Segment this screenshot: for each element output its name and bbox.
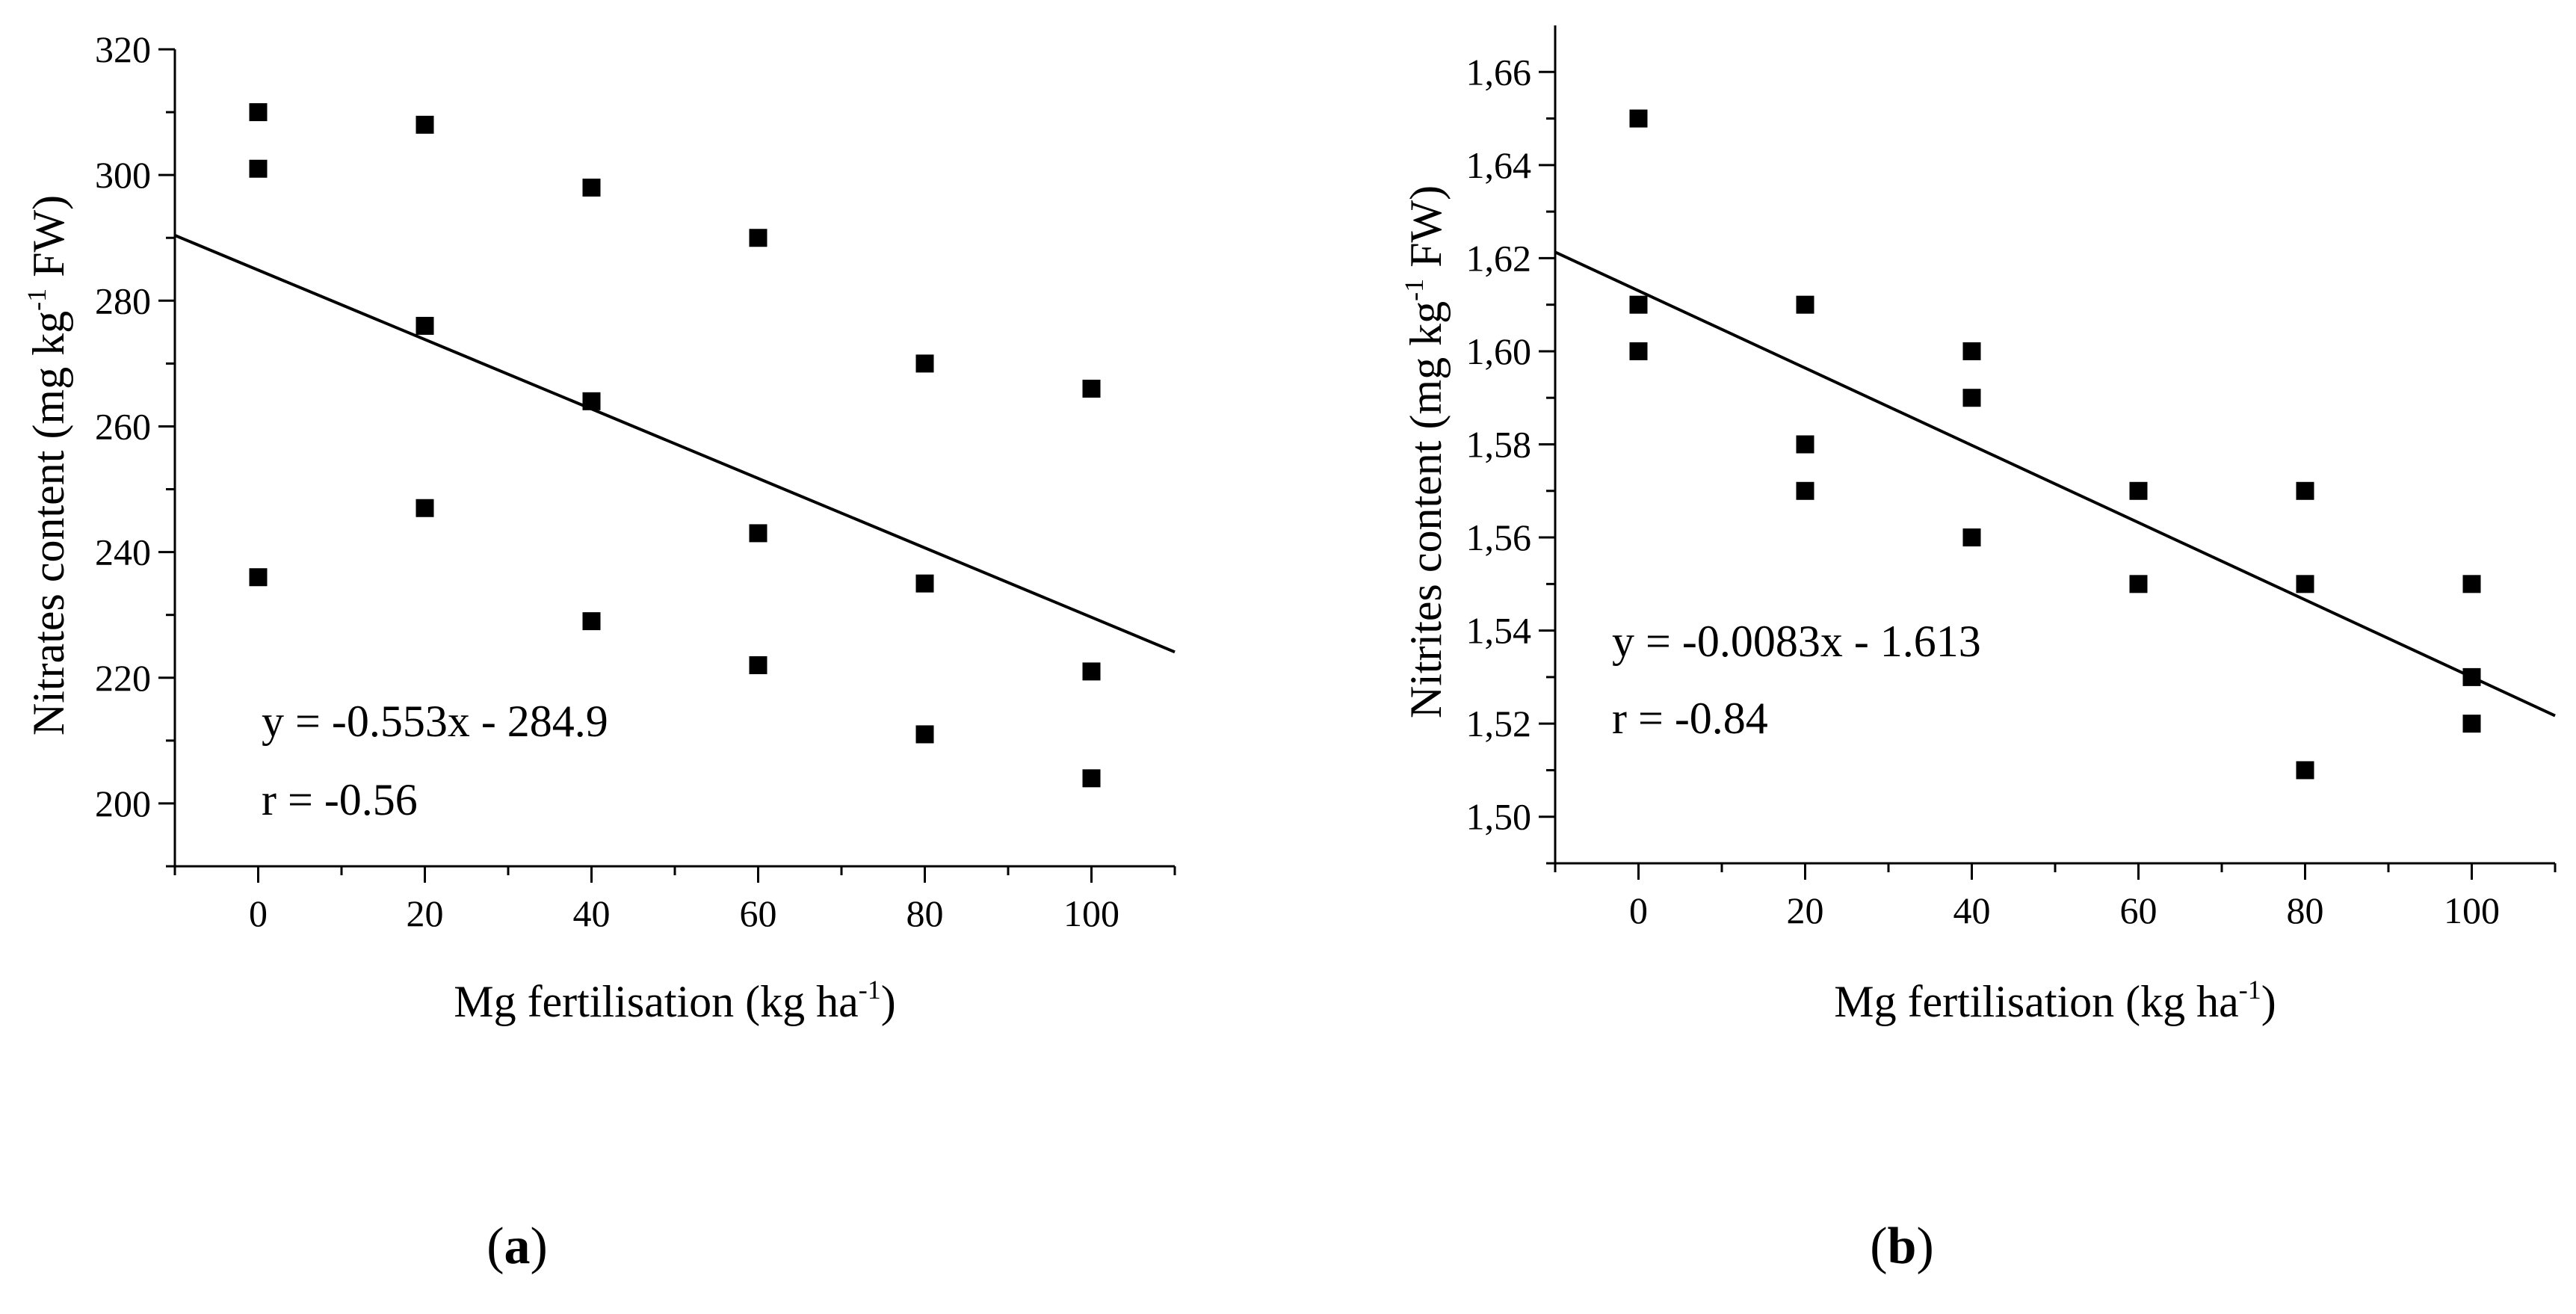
a-data-point	[249, 103, 268, 122]
a-data-point	[915, 574, 934, 593]
b-data-point	[2129, 575, 2148, 593]
b-data-point	[1629, 295, 1648, 314]
b-data-point	[2462, 575, 2481, 593]
a-data-point	[582, 612, 601, 631]
b-data-point	[2296, 481, 2314, 500]
a-data-point	[416, 499, 434, 517]
b-data-point	[1796, 481, 1814, 500]
b-data-point	[2296, 761, 2314, 780]
a-data-point	[416, 316, 434, 335]
b-x-tick-label: 80	[2287, 889, 2324, 931]
b-equation: y = -0.0083x - 1.613	[1612, 617, 1981, 666]
b-data-point	[1962, 389, 1981, 407]
a-data-point	[1082, 662, 1101, 681]
a-equation: y = -0.553x - 284.9	[262, 697, 608, 746]
a-y-tick-label: 300	[95, 154, 151, 196]
a-data-point	[249, 568, 268, 587]
b-x-tick-label: 20	[1787, 889, 1824, 931]
b-data-point	[2296, 575, 2314, 593]
a-x-tick-label: 40	[573, 892, 611, 934]
a-data-point	[1082, 769, 1101, 788]
b-data-point	[1962, 528, 1981, 547]
b-regression-line	[1554, 250, 2556, 718]
b-x-tick-label: 40	[1953, 889, 1991, 931]
a-data-point	[582, 178, 601, 197]
b-data-point	[1629, 342, 1648, 360]
a-y-axis-label: Nitrates content (mg kg-1 FW)	[22, 195, 73, 735]
a-y-tick-label: 260	[95, 405, 151, 447]
b-y-tick-label: 1,56	[1466, 516, 1532, 558]
b-y-tick-label: 1,50	[1466, 796, 1532, 838]
b-x-tick-label: 60	[2120, 889, 2158, 931]
a-data-point	[582, 392, 601, 410]
b-y-tick-label: 1,64	[1466, 144, 1532, 186]
b-data-point	[1629, 109, 1648, 128]
b-data-point	[2129, 481, 2148, 500]
a-data-point	[1082, 380, 1101, 398]
a-regression-line	[174, 234, 1176, 654]
a-x-tick-label: 60	[740, 892, 777, 934]
a-data-point	[749, 229, 767, 247]
b-panel-label: (b)	[1870, 1218, 1934, 1275]
a-panel-label: (a)	[487, 1218, 548, 1275]
a-y-tick-label: 240	[95, 531, 151, 573]
b-x-tick-label: 0	[1629, 889, 1648, 931]
a-r-value: r = -0.56	[262, 775, 418, 824]
b-data-point	[2462, 715, 2481, 733]
a-data-point	[915, 725, 934, 744]
b-y-axis-label: Nitrites content (mg kg-1 FW)	[1399, 185, 1451, 718]
a-x-tick-label: 20	[407, 892, 444, 934]
a-y-tick-label: 280	[95, 280, 151, 321]
b-data-point	[2462, 667, 2481, 686]
b-r-value: r = -0.84	[1612, 694, 1768, 743]
a-data-point	[749, 524, 767, 543]
a-x-tick-label: 80	[906, 892, 944, 934]
a-y-tick-label: 220	[95, 657, 151, 699]
b-x-tick-label: 100	[2444, 889, 2500, 931]
b-y-tick-label: 1,62	[1466, 237, 1532, 279]
b-data-point	[1796, 435, 1814, 454]
a-data-point	[915, 354, 934, 373]
b-data-point	[1796, 295, 1814, 314]
a-data-point	[416, 115, 434, 134]
b-y-tick-label: 1,52	[1466, 703, 1532, 744]
a-x-tick-label: 0	[249, 892, 268, 934]
b-y-tick-label: 1,60	[1466, 330, 1532, 372]
b-y-tick-label: 1,54	[1466, 610, 1532, 652]
b-data-point	[1962, 342, 1981, 360]
a-data-point	[249, 159, 268, 178]
a-x-tick-label: 100	[1063, 892, 1119, 934]
a-y-tick-label: 200	[95, 783, 151, 824]
b-y-tick-label: 1,58	[1466, 424, 1532, 466]
a-data-point	[749, 656, 767, 674]
a-x-axis-label: Mg fertilisation (kg ha-1)	[454, 975, 896, 1026]
b-x-axis-label: Mg fertilisation (kg ha-1)	[1834, 975, 2276, 1026]
b-y-tick-label: 1,66	[1466, 51, 1532, 93]
a-y-tick-label: 320	[95, 28, 151, 70]
